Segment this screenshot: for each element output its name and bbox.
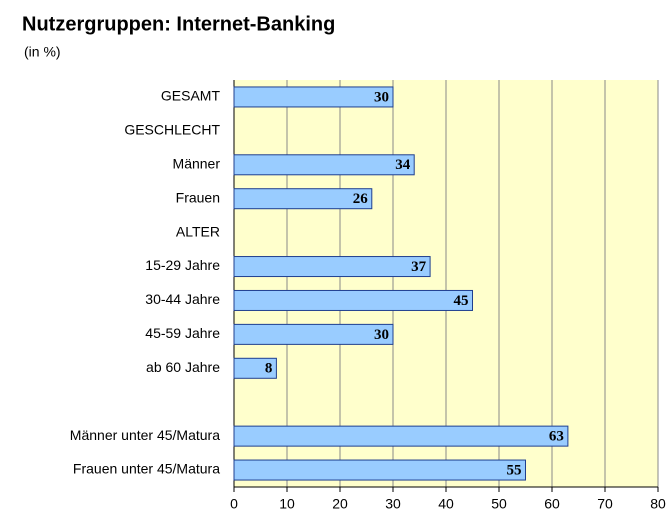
y-tick-label: 15-29 Jahre [145,257,220,273]
y-tick-label: 45-59 Jahre [145,325,220,341]
bar [233,86,394,108]
y-tick-label: ALTER [176,223,220,239]
value-label: 55 [507,462,522,478]
y-tick-label: GESAMT [161,88,221,104]
value-label: 30 [374,89,389,105]
value-label: 45 [454,293,469,309]
bar [233,459,526,481]
x-tick-label: 20 [332,496,348,512]
y-tick-label: Männer [173,155,221,171]
y-tick-label: Frauen unter 45/Matura [73,461,220,477]
value-label: 26 [353,191,369,207]
bar [233,357,277,379]
value-label: 30 [374,327,389,343]
value-label: 8 [265,361,273,377]
y-tick-label: 30-44 Jahre [145,291,220,307]
y-tick-label: Männer unter 45/Matura [70,427,220,443]
chart-title: Nutzergruppen: Internet-Banking [22,13,335,35]
x-tick-label: 0 [230,496,238,512]
x-tick-label: 60 [544,496,560,512]
bar [233,256,431,278]
bar [233,425,569,447]
x-tick-label: 50 [491,496,507,512]
value-label: 34 [395,157,411,173]
bar [233,323,394,345]
y-tick-label: Frauen [176,189,220,205]
y-tick-label: ab 60 Jahre [146,359,220,375]
y-tick-label: GESCHLECHT [124,122,220,138]
x-tick-label: 40 [438,496,454,512]
value-label: 63 [549,429,564,445]
x-tick-label: 10 [279,496,295,512]
x-tick-label: 80 [650,496,666,512]
bar [233,188,373,210]
value-label: 37 [411,259,427,275]
x-tick-label: 30 [385,496,401,512]
bar [233,289,473,311]
x-tick-label: 70 [597,496,613,512]
bar [233,154,415,176]
chart-subtitle: (in %) [24,44,61,60]
